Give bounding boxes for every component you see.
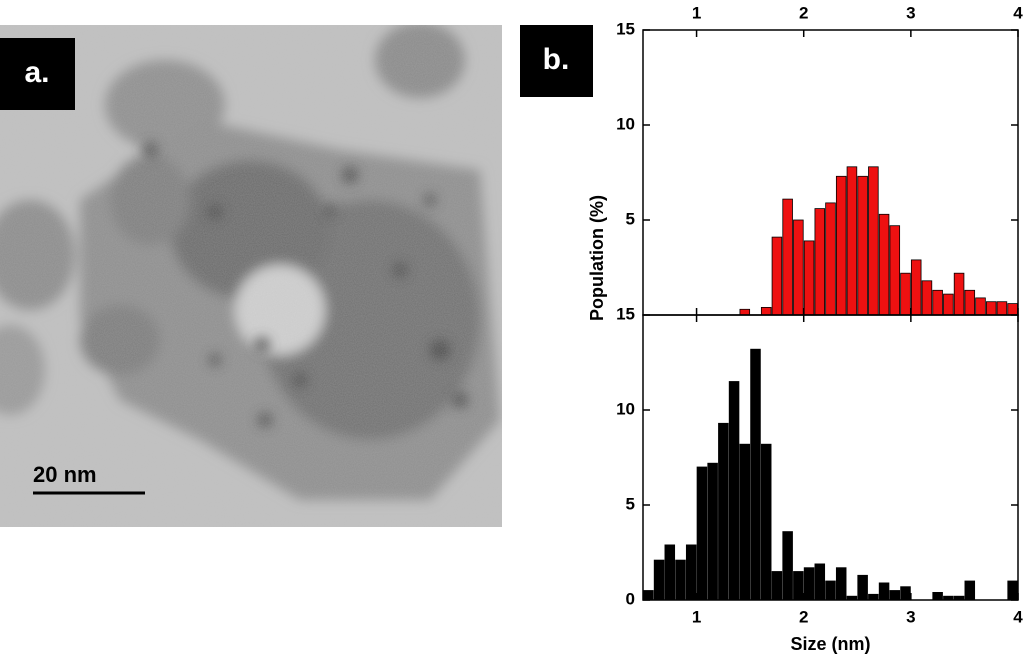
bar (868, 166, 879, 316)
bar (835, 567, 847, 601)
bar (793, 571, 804, 601)
y-tick-label: 0 (626, 589, 635, 608)
bar (835, 175, 847, 316)
bar (760, 443, 772, 601)
y-tick-label: 15 (616, 19, 635, 38)
y-tick-label: 10 (616, 399, 635, 418)
scale-bar-label: 20 nm (33, 462, 97, 487)
panel-label: b. (543, 43, 570, 76)
bar (932, 592, 943, 601)
plot-frame (642, 314, 1019, 601)
bar (643, 590, 654, 601)
bar (803, 240, 815, 316)
bar (921, 280, 933, 316)
bar (782, 198, 793, 316)
bar (675, 559, 686, 601)
panel-label-box (520, 25, 593, 97)
bar (889, 590, 901, 601)
bar (1007, 580, 1018, 601)
y-tick-label: 15 (616, 304, 635, 323)
x-tick-label: 3 (906, 3, 915, 22)
bar (707, 462, 718, 601)
y-axis-label: Population (%) (587, 195, 607, 321)
bar (878, 213, 890, 316)
bar (900, 586, 911, 601)
x-tick-label: 4 (1013, 607, 1023, 626)
bar (825, 580, 836, 601)
x-tick-label: 2 (799, 607, 808, 626)
bar (964, 580, 976, 601)
bar (760, 306, 772, 316)
bar (771, 236, 783, 316)
bar (878, 582, 890, 601)
bar (718, 422, 729, 601)
bar (728, 381, 740, 601)
x-tick-label: 4 (1013, 3, 1023, 22)
bar (932, 289, 943, 316)
bar (814, 563, 826, 601)
bar (846, 166, 858, 316)
bar (943, 293, 954, 316)
panel-label: a. (24, 56, 49, 89)
bar (857, 574, 868, 601)
x-axis-label: Size (nm) (790, 634, 870, 654)
y-tick-label: 5 (626, 209, 635, 228)
bar (910, 259, 922, 316)
bar (739, 308, 751, 316)
bar (803, 567, 815, 601)
bar (857, 175, 868, 316)
bar (771, 571, 783, 601)
x-tick-label: 2 (799, 3, 808, 22)
bar (825, 202, 836, 316)
bar (996, 301, 1008, 316)
x-tick-label: 1 (692, 3, 701, 22)
x-tick-label: 1 (692, 607, 701, 626)
bar (793, 219, 804, 316)
bar (953, 272, 965, 316)
x-tick-label: 3 (906, 607, 915, 626)
bar (889, 225, 901, 316)
y-tick-label: 10 (616, 114, 635, 133)
bar (696, 466, 708, 601)
bar (900, 272, 911, 316)
bar (664, 544, 676, 601)
bar (782, 531, 793, 601)
y-tick-label: 5 (626, 494, 635, 513)
bar (739, 443, 751, 601)
bar (750, 348, 761, 601)
bar (653, 559, 665, 601)
tem-image (0, 25, 502, 527)
bar (1007, 303, 1018, 316)
bar (868, 593, 879, 601)
bar (975, 297, 986, 316)
panel-label-box (0, 38, 75, 110)
bar (814, 208, 826, 316)
bar (985, 301, 997, 316)
bar (964, 289, 976, 316)
bar (685, 544, 697, 601)
